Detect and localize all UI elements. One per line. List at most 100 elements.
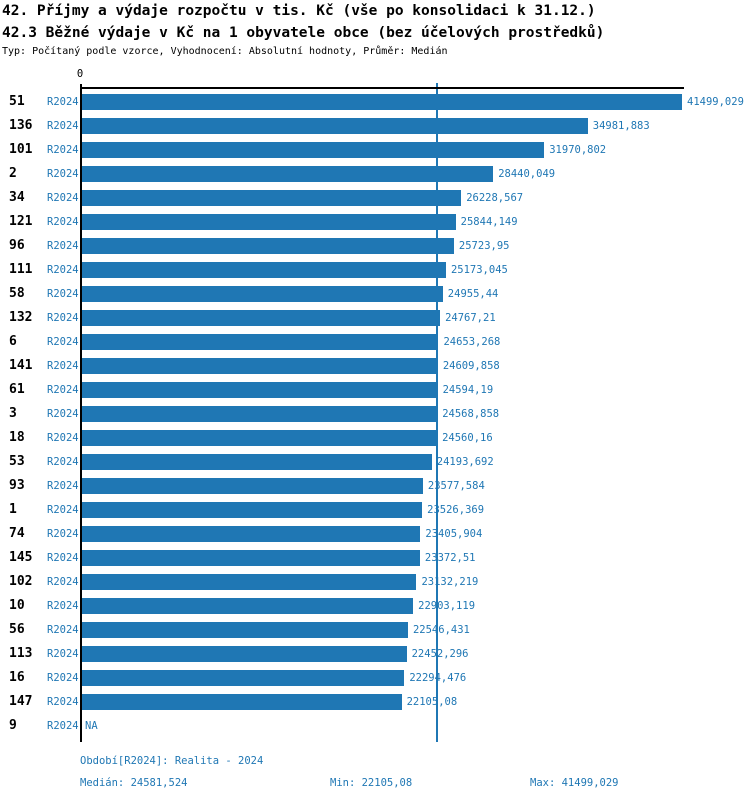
bar-value-label: 23526,369 [427, 504, 485, 516]
bar-value-label: 22105,08 [406, 696, 458, 708]
row-period-label: R2024 [47, 384, 79, 396]
chart-row: 145 R2024 23372,51 [0, 546, 750, 570]
row-period-label: R2024 [47, 360, 79, 372]
chart-row: 10 R2024 22903,119 [0, 594, 750, 618]
bar-value-label: 31970,802 [549, 144, 607, 156]
chart-subtitle: Typ: Počítaný podle vzorce, Vyhodnocení:… [2, 46, 448, 57]
bar [82, 118, 588, 134]
row-id-label: 34 [9, 190, 25, 205]
bar [82, 646, 407, 662]
row-period-label: R2024 [47, 264, 79, 276]
bar-value-label: 24193,692 [436, 456, 494, 468]
row-id-label: 101 [9, 142, 33, 157]
row-id-label: 2 [9, 166, 17, 181]
row-id-label: 121 [9, 214, 33, 229]
row-period-label: R2024 [47, 408, 79, 420]
row-id-label: 9 [9, 718, 17, 733]
row-period-label: R2024 [47, 456, 79, 468]
bar-value-label: 24653,268 [443, 336, 501, 348]
bar [82, 454, 432, 470]
row-period-label: R2024 [47, 192, 79, 204]
bar [82, 406, 438, 422]
row-id-label: 96 [9, 238, 25, 253]
chart-row: 132 R2024 24767,21 [0, 306, 750, 330]
footer-max: Max: 41499,029 [530, 777, 619, 789]
row-period-label: R2024 [47, 216, 79, 228]
row-period-label: R2024 [47, 168, 79, 180]
row-period-label: R2024 [47, 144, 79, 156]
bar [82, 574, 417, 590]
row-id-label: 56 [9, 622, 25, 637]
chart-row: 96 R2024 25723,95 [0, 234, 750, 258]
chart-row: 102 R2024 23132,219 [0, 570, 750, 594]
chart-title-line2: 42.3 Běžné výdaje v Kč na 1 obyvatele ob… [2, 25, 605, 41]
row-id-label: 16 [9, 670, 25, 685]
bar-value-label: 25723,95 [458, 240, 510, 252]
bar [82, 430, 438, 446]
bar-value-label: 22546,431 [412, 624, 470, 636]
bar-value-label: 26228,567 [466, 192, 524, 204]
bar-value-label: 23132,219 [421, 576, 479, 588]
chart-row: 2 R2024 28440,049 [0, 162, 750, 186]
row-id-label: 18 [9, 430, 25, 445]
bar [82, 502, 423, 518]
chart-title-line1: 42. Příjmy a výdaje rozpočtu v tis. Kč (… [2, 3, 596, 19]
footer-median: Medián: 24581,524 [80, 777, 188, 789]
chart-row: 74 R2024 23405,904 [0, 522, 750, 546]
chart-rows: 51 R2024 41499,029 136 R2024 34981,883 1… [0, 90, 750, 738]
bar-value-label: 22903,119 [418, 600, 476, 612]
bar-value-label: 24560,16 [442, 432, 493, 444]
row-period-label: R2024 [47, 504, 79, 516]
bar-value-label: 22294,476 [409, 672, 467, 684]
bar-value-label: 28440,049 [498, 168, 556, 180]
row-id-label: 10 [9, 598, 25, 613]
row-period-label: R2024 [47, 600, 79, 612]
bar-value-label: 41499,029 [687, 96, 744, 108]
bar [82, 142, 545, 158]
row-id-label: 141 [9, 358, 33, 373]
bar-value-label: 25173,045 [450, 264, 508, 276]
row-id-label: 111 [9, 262, 33, 277]
bar [82, 262, 446, 278]
chart-row: 111 R2024 25173,045 [0, 258, 750, 282]
bar-value-label: 24568,858 [442, 408, 500, 420]
row-id-label: 147 [9, 694, 33, 709]
row-id-label: 3 [9, 406, 17, 421]
row-id-label: 132 [9, 310, 33, 325]
row-id-label: 145 [9, 550, 33, 565]
chart-row: 147 R2024 22105,08 [0, 690, 750, 714]
chart-row: 9 R2024 NA [0, 714, 750, 738]
chart-row: 3 R2024 24568,858 [0, 402, 750, 426]
chart-row: 136 R2024 34981,883 [0, 114, 750, 138]
bar-value-label: 24955,44 [447, 288, 499, 300]
chart-row: 56 R2024 22546,431 [0, 618, 750, 642]
row-period-label: R2024 [47, 432, 79, 444]
footer-period: Období[R2024]: Realita - 2024 [80, 755, 264, 767]
bar-value-label: 24767,21 [445, 312, 496, 324]
footer-min: Min: 22105,08 [330, 777, 413, 789]
chart-row: 113 R2024 22452,296 [0, 642, 750, 666]
chart-row: 16 R2024 22294,476 [0, 666, 750, 690]
bar [82, 598, 414, 614]
row-period-label: R2024 [47, 696, 79, 708]
bar-value-label: 24594,19 [442, 384, 494, 396]
bar [82, 382, 438, 398]
row-period-label: R2024 [47, 336, 79, 348]
bar [82, 238, 454, 254]
chart-row: 1 R2024 23526,369 [0, 498, 750, 522]
row-id-label: 51 [9, 94, 25, 109]
bar [82, 214, 456, 230]
bar [82, 670, 405, 686]
row-period-label: R2024 [47, 312, 79, 324]
chart-row: 93 R2024 23577,584 [0, 474, 750, 498]
chart-row: 58 R2024 24955,44 [0, 282, 750, 306]
row-id-label: 1 [9, 502, 17, 517]
bar-value-label: 25844,149 [460, 216, 518, 228]
row-period-label: R2024 [47, 288, 79, 300]
bar [82, 550, 420, 566]
bar [82, 622, 408, 638]
chart-row: 6 R2024 24653,268 [0, 330, 750, 354]
chart-row: 141 R2024 24609,858 [0, 354, 750, 378]
row-id-label: 6 [9, 334, 17, 349]
